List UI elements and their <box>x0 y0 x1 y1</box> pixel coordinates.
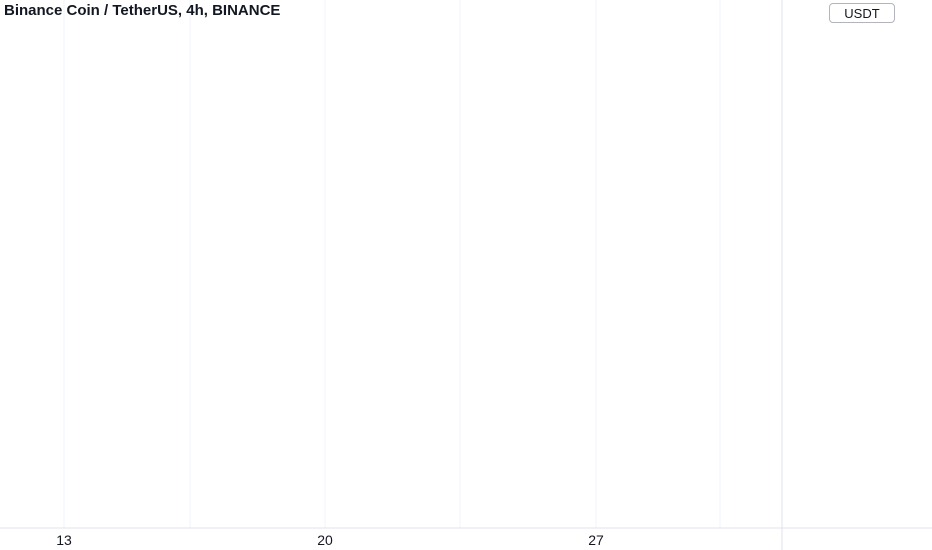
chart-title: Binance Coin / TetherUS, 4h, BINANCE <box>4 2 281 19</box>
price-axis: 495.0500.0505.0510.0515.0520.0525.0530.0… <box>781 0 783 550</box>
time-axis: 13 20 27 <box>0 527 932 548</box>
time-tick-label: 20 <box>317 532 333 548</box>
currency-selector-button[interactable]: USDT <box>829 3 895 23</box>
chart-grid <box>63 0 721 528</box>
time-tick-label: 27 <box>588 532 604 548</box>
time-tick-label: 13 <box>56 532 72 548</box>
